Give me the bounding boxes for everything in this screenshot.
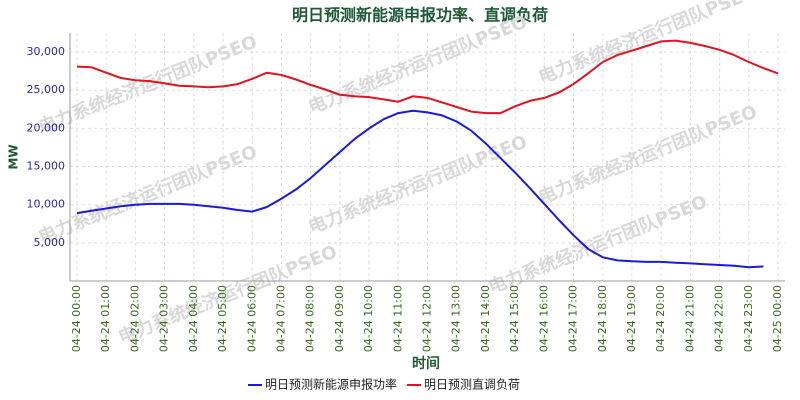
x-axis-label: 时间 [412, 355, 440, 372]
x-tick-label: 04-24 20:00 [654, 285, 667, 352]
y-tick-label: 20,000 [27, 121, 66, 134]
x-tick-label: 04-24 22:00 [713, 285, 726, 352]
x-tick-label: 04-24 17:00 [567, 285, 580, 352]
x-tick-label: 04-24 23:00 [742, 285, 755, 352]
x-tick-label: 04-24 06:00 [245, 285, 258, 352]
x-tick-label: 04-24 03:00 [158, 285, 171, 352]
x-tick-label: 04-24 07:00 [274, 285, 287, 352]
x-tick-label: 04-24 15:00 [508, 285, 521, 352]
y-tick-label: 15,000 [27, 160, 66, 173]
x-tick-label: 04-24 14:00 [479, 285, 492, 352]
y-tick-label: 10,000 [27, 198, 66, 211]
x-tick-label: 04-24 05:00 [216, 285, 229, 352]
x-tick-label: 04-24 21:00 [683, 285, 696, 352]
y-tick-label: 5,000 [34, 236, 66, 249]
chart-title: 明日预测新能源申报功率、直调负荷 [292, 6, 548, 25]
x-tick-label: 04-24 11:00 [391, 285, 404, 352]
y-tick-label: 25,000 [27, 83, 66, 96]
x-tick-label: 04-24 13:00 [450, 285, 463, 352]
x-tick-label: 04-24 18:00 [596, 285, 609, 352]
x-tick-label: 04-24 00:00 [70, 285, 83, 352]
legend-label: 明日预测新能源申报功率 [265, 377, 397, 392]
x-tick-label: 04-24 16:00 [537, 285, 550, 352]
x-tick-label: 04-24 19:00 [625, 285, 638, 352]
y-axis-label: MW [7, 144, 21, 169]
watermark: 电力系统经济运行团队PSEO [485, 190, 710, 298]
series-line [76, 109, 764, 269]
watermark: 电力系统经济运行团队PSEO [305, 10, 530, 118]
watermark: 电力系统经济运行团队PSEO [35, 140, 260, 248]
y-tick-label: 30,000 [27, 45, 66, 58]
x-tick-label: 04-24 12:00 [421, 285, 434, 352]
x-tick-label: 04-24 02:00 [128, 285, 141, 352]
x-tick-label: 04-24 08:00 [304, 285, 317, 352]
watermark: 电力系统经济运行团队PSEO [535, 100, 760, 208]
watermark: 电力系统经济运行团队PSEO [535, 0, 760, 88]
series-line [76, 39, 779, 115]
watermark: 电力系统经济运行团队PSEO [305, 130, 530, 238]
x-tick-label: 04-24 01:00 [99, 285, 112, 352]
x-tick-label: 04-24 04:00 [187, 285, 200, 352]
x-tick-label: 04-25 00:00 [771, 285, 784, 352]
x-tick-label: 04-24 10:00 [362, 285, 375, 352]
x-tick-label: 04-24 09:00 [333, 285, 346, 352]
legend-label: 明日预测直调负荷 [424, 378, 520, 392]
watermark: 电力系统经济运行团队PSEO [35, 30, 260, 138]
